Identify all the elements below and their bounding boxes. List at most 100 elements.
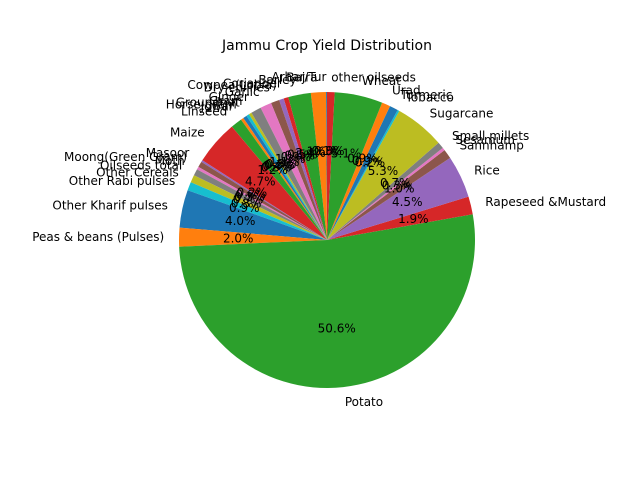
pct-label-sesamum: 0.3% — [382, 178, 413, 192]
pie-slice-linseed — [231, 119, 327, 240]
category-label-horse-gram: Horse-gram — [166, 98, 237, 112]
pct-label-coriander: 0.5% — [287, 148, 318, 162]
category-label-maize: Maize — [170, 126, 205, 140]
pie-slice-other-rabi-pulses — [187, 182, 327, 240]
category-label-peas-beans-pulses: Peas & beans (Pulses) — [32, 230, 164, 244]
category-label-sesamum: Sesamum — [455, 133, 515, 147]
pie-slice-ginger — [251, 107, 327, 241]
pie-slice-sannhamp — [327, 150, 451, 240]
pie-slice-rapeseed-mustard — [327, 196, 473, 240]
pct-label-tobacco: 0.2% — [355, 155, 386, 169]
pie-slice-rice — [327, 157, 469, 240]
pct-label-urad: 0.9% — [347, 152, 378, 166]
pie-slice-bajra — [310, 92, 327, 240]
pie-slice-small-millets — [327, 142, 443, 240]
pie-slice-potato — [179, 214, 475, 389]
pct-label-sannhamp: 1.0% — [384, 181, 415, 195]
category-label-coriander: Coriander — [223, 77, 282, 91]
pct-label-groundnut: 0.3% — [264, 158, 295, 172]
category-label-groundnut: Groundnut — [176, 96, 240, 110]
category-label-oilseeds-total: Oilseeds total — [100, 159, 182, 173]
pct-label-other-kharif-pulses: 4.0% — [225, 214, 256, 228]
category-label-cowpea-lobia: Cowpea(Lobia) — [187, 78, 276, 92]
pct-label-potato: 50.6% — [318, 321, 356, 335]
category-label-wheat: Wheat — [362, 74, 401, 88]
pie-slice-moong-green-gram — [198, 161, 327, 240]
pie-slice-gram — [248, 112, 327, 240]
pie-slice-masoor — [201, 160, 327, 240]
pct-label-sugarcane: 5.3% — [368, 164, 399, 178]
pct-label-maize: 4.7% — [245, 174, 276, 188]
pie-slice-tobacco — [327, 109, 400, 241]
pie-slice-urad — [327, 102, 390, 240]
pct-label-moong-green-gram: 0.6% — [235, 188, 266, 202]
pie-slice-maize — [202, 126, 327, 240]
category-label-turmeric: Turmeric — [400, 88, 453, 102]
pie-slice-groundnut — [246, 114, 327, 240]
pie-slice-other-kharif-pulses — [179, 190, 327, 240]
pie-slice-other-cereals — [190, 175, 327, 240]
pie-slice-sugarcane — [327, 110, 439, 240]
pct-label-rapeseed-mustard: 1.9% — [398, 212, 429, 226]
pie-slice-moth — [196, 166, 327, 240]
pie-slice-dry-chillies — [271, 99, 327, 240]
category-label-urad: Urad — [392, 84, 421, 98]
category-label-potato: Potato — [345, 395, 383, 409]
category-label-gram: Gram — [209, 94, 242, 108]
category-label-small-millets: Small millets — [452, 129, 529, 143]
category-label-garlic: Garlic — [225, 85, 260, 99]
pie-slice-barley — [288, 92, 327, 240]
pie-slice-garlic — [260, 102, 327, 241]
pie-slice-jowar — [240, 117, 327, 240]
category-label-linseed: Linseed — [181, 104, 227, 118]
percentage-labels: 0.1%1.6%2.4%0.5%0.5%0.9%1.2%1.1%0.3%0.3%… — [223, 144, 429, 335]
pct-label-turmeric: 0.9% — [352, 154, 383, 168]
category-label-sannhamp: Sannhamp — [459, 138, 523, 152]
category-label-masoor: Masoor — [146, 146, 190, 160]
pct-label-other-oilseeds: 0.8% — [314, 144, 345, 158]
category-label-arhar-tur: Arhar/Tur — [272, 70, 327, 84]
category-label-dry-chillies: Dry chillies — [204, 81, 270, 95]
pct-label-peas-beans-pulses: 2.0% — [223, 231, 254, 245]
category-label-barley: Barley — [258, 73, 296, 87]
category-label-moong-green-gram: Moong(Green Gram) — [64, 150, 187, 164]
category-label-other-oilseeds: other oilseeds — [331, 70, 416, 84]
pie-slice-wheat — [327, 92, 383, 240]
pct-label-jowar: 0.3% — [261, 160, 292, 174]
category-labels: Arhar/TurBajraBarleyCorianderCowpea(Lobi… — [32, 70, 606, 409]
pct-label-other-rabi-pulses: 0.9% — [229, 201, 260, 215]
pie-slice-horse-gram — [243, 115, 327, 240]
category-label-bajra: Bajra — [286, 70, 317, 84]
pie-slice-other-oilseeds — [327, 92, 335, 240]
pct-label-ginger: 1.1% — [269, 155, 300, 169]
pct-label-horse-gram: 0.4% — [262, 159, 293, 173]
category-label-moth: Moth — [155, 154, 185, 168]
pct-label-moth: 0.3% — [234, 190, 265, 204]
pie-slice-cowpea-lobia — [279, 98, 327, 241]
pct-label-masoor: 0.2% — [237, 186, 268, 200]
pct-label-bajra: 1.6% — [307, 144, 338, 158]
category-label-ginger: Ginger — [209, 90, 249, 104]
pie-slice-peas-beans-pulses — [178, 227, 327, 247]
pie-slices — [178, 91, 475, 389]
pct-label-garlic: 1.2% — [275, 152, 306, 166]
pct-label-small-millets: 0.7% — [380, 176, 411, 190]
category-label-tobacco: Tobacco — [405, 90, 454, 104]
pie-slice-coriander — [283, 97, 327, 240]
pct-label-barley: 2.4% — [295, 146, 326, 160]
pct-label-wheat: 5.1% — [331, 146, 362, 160]
category-label-rapeseed-mustard: Rapeseed &Mustard — [485, 195, 606, 209]
pct-label-other-cereals: 0.8% — [231, 196, 262, 210]
category-label-other-cereals: Other Cereals — [96, 166, 179, 180]
pct-label-dry-chillies: 0.9% — [281, 150, 312, 164]
category-label-other-kharif-pulses: Other Kharif pulses — [52, 199, 167, 213]
pie-slice-oilseeds-total — [193, 169, 327, 240]
chart-title: Jammu Crop Yield Distribution — [221, 38, 432, 54]
pie-slice-turmeric — [327, 106, 398, 240]
category-label-jowar: Jowar — [200, 100, 234, 114]
pct-label-linseed: 1.2% — [257, 163, 288, 177]
pct-label-gram: 0.3% — [266, 157, 297, 171]
pie-slice-sesamum — [327, 147, 445, 240]
pct-label-arhar-tur: 0.1% — [311, 144, 342, 158]
